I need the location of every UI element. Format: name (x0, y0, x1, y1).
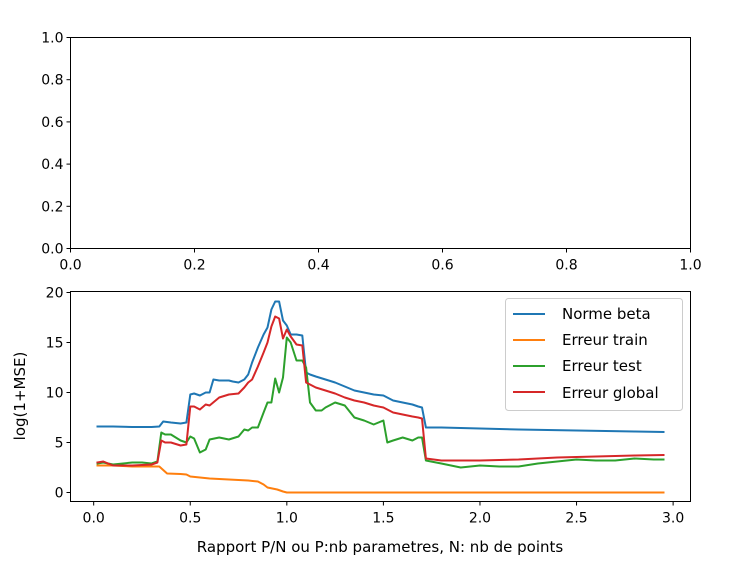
x-tick-label: 1.0 (276, 511, 298, 527)
y-tick-label: 0.8 (41, 73, 63, 89)
y-axis-label: log(1+MSE) (11, 352, 29, 441)
y-tick-label: 0.0 (41, 242, 63, 258)
y-tick-label: 20 (46, 286, 64, 302)
x-tick-label: 0.0 (59, 258, 81, 274)
y-tick-label: 5 (55, 436, 64, 452)
x-tick-label: 3.0 (662, 511, 684, 527)
x-tick-label: 2.0 (469, 511, 491, 527)
bottom-axes: 0.0 0.5 1.0 1.5 2.0 2.5 3.0 0 5 10 15 20 Rapport P… (11, 286, 691, 556)
y-tick-label: 15 (46, 336, 64, 352)
series-line-erreur-global (96, 315, 665, 467)
top-x-ticks: 0.0 0.2 0.4 0.6 0.8 1.0 (59, 248, 702, 274)
x-tick-label: 0.0 (83, 511, 105, 527)
bottom-x-ticks: 0.0 0.5 1.0 1.5 2.0 2.5 3.0 (83, 501, 684, 527)
series-line-norme-beta (96, 300, 665, 434)
legend-label-norme-beta: Norme beta (562, 305, 651, 323)
y-tick-label: 1.0 (41, 31, 63, 47)
x-axis-label: Rapport P/N ou P:nb parametres, N: nb de… (197, 538, 564, 556)
x-tick-label: 0.8 (555, 258, 577, 274)
plot-lines (96, 300, 665, 494)
y-tick-label: 0.2 (41, 199, 63, 215)
y-tick-label: 10 (46, 386, 64, 402)
legend-label-erreur-train: Erreur train (562, 331, 648, 349)
x-tick-label: 1.0 (679, 258, 701, 274)
y-tick-label: 0.4 (41, 157, 63, 173)
top-axes: 0.0 0.2 0.4 0.6 0.8 1.0 0.0 0.2 0.4 0.6 0.8 1.0 (41, 31, 701, 274)
x-tick-label: 0.6 (431, 258, 453, 274)
bottom-y-ticks: 0 5 10 15 20 (46, 286, 71, 502)
top-axes-frame (70, 37, 691, 249)
series-line-erreur-train (96, 464, 665, 494)
x-tick-label: 1.5 (372, 511, 394, 527)
x-tick-label: 0.5 (179, 511, 201, 527)
bottom-axes-frame (70, 291, 691, 502)
y-tick-label: 0 (55, 486, 64, 502)
x-tick-label: 2.5 (565, 511, 587, 527)
legend-label-erreur-test: Erreur test (562, 357, 642, 375)
top-y-ticks: 0.0 0.2 0.4 0.6 0.8 1.0 (41, 31, 71, 258)
x-tick-label: 0.4 (307, 258, 329, 274)
legend-box (505, 298, 683, 411)
x-tick-label: 0.2 (183, 258, 205, 274)
y-tick-label: 0.6 (41, 115, 63, 131)
legend: Norme beta Erreur train Erreur test Erre… (505, 298, 683, 411)
legend-label-erreur-global: Erreur global (562, 384, 659, 402)
series-line-erreur-test (96, 336, 665, 469)
